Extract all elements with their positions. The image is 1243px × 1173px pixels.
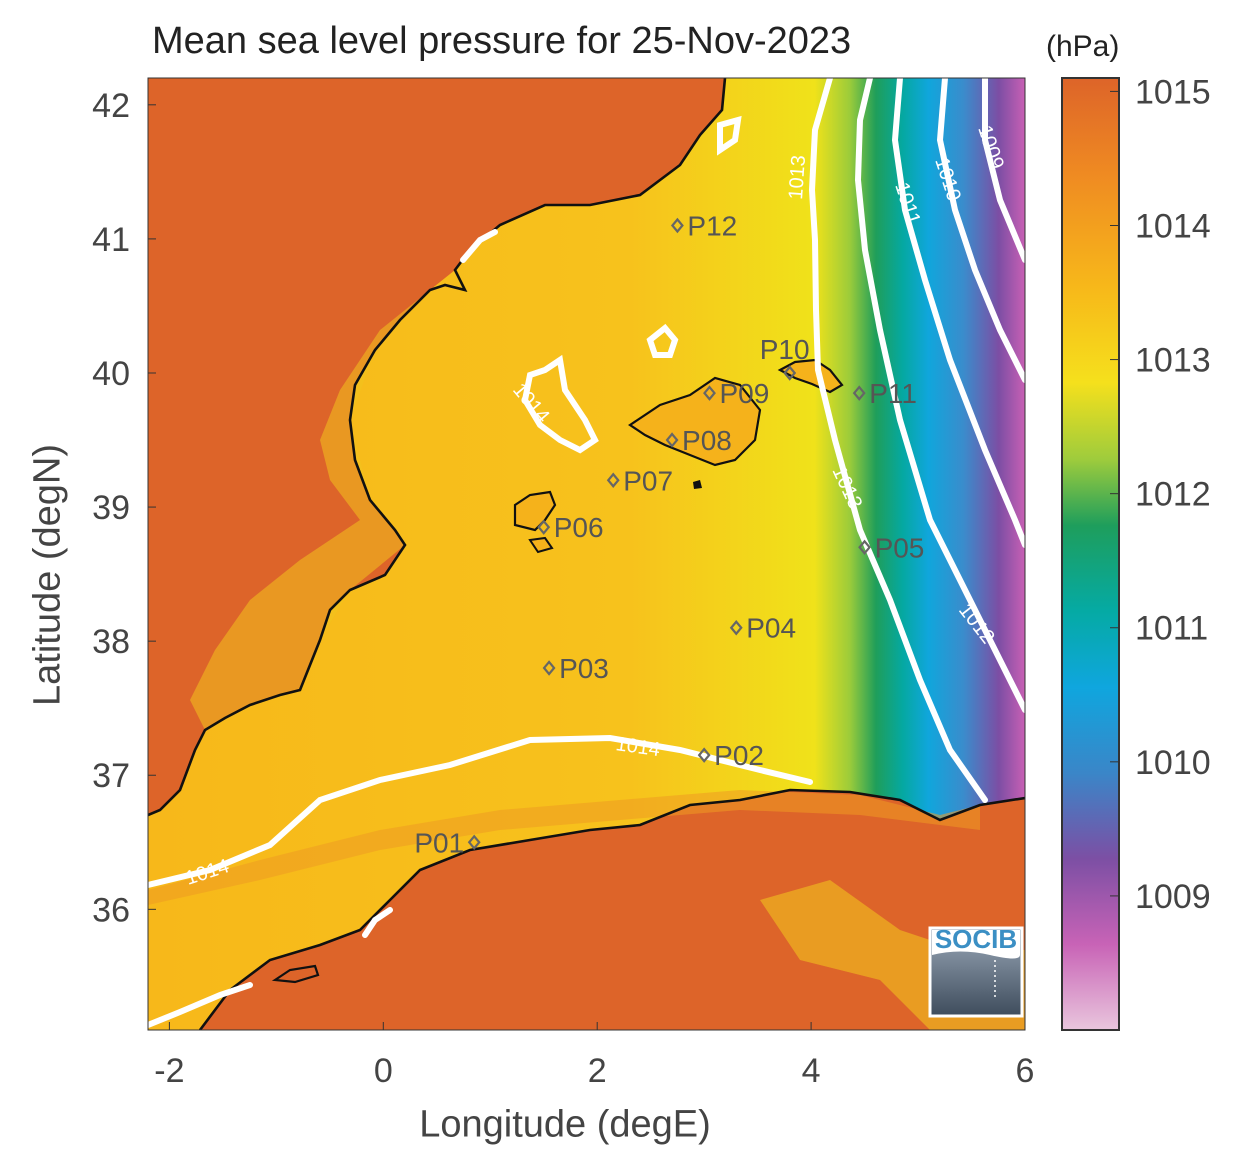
station-p06: P06 <box>537 512 604 543</box>
y-tick-label: 39 <box>92 489 130 527</box>
y-tick-label: 38 <box>92 623 130 661</box>
island-alboran <box>271 964 320 984</box>
station-label: P06 <box>554 512 604 543</box>
y-tick-label: 36 <box>92 891 130 929</box>
station-marker <box>703 385 716 401</box>
contour-1014-balearic <box>521 354 599 454</box>
station-marker <box>697 747 711 763</box>
y-tick-label: 37 <box>92 757 130 795</box>
station-marker <box>606 472 620 488</box>
colorbar-tick-label: 1011 <box>1135 610 1208 648</box>
contour-label: 1013 <box>785 154 810 200</box>
station-p09: P09 <box>703 378 769 409</box>
map-title: Mean sea level pressure for 25-Nov-2023 <box>152 20 852 62</box>
station-label: P03 <box>559 653 609 684</box>
station-p05: P05 <box>858 532 925 563</box>
contour-1009 <box>982 78 1025 263</box>
colorbar-tick-label: 1015 <box>1135 73 1211 111</box>
station-marker <box>729 620 743 636</box>
contour-1014-ne <box>460 229 498 263</box>
contour-1014-africa-mid <box>362 907 393 938</box>
x-tick-label: 2 <box>588 1052 607 1090</box>
station-p04: P04 <box>729 613 796 644</box>
coastline-iberia <box>148 78 727 817</box>
station-label: P11 <box>869 378 917 409</box>
y-tick-label: 40 <box>92 355 130 393</box>
station-label: P05 <box>875 532 925 563</box>
contour-1010 <box>936 78 1025 383</box>
y-tick-label: 41 <box>92 221 130 259</box>
station-label: P02 <box>714 740 764 771</box>
station-label: P07 <box>623 465 673 496</box>
socib-logo: SOCIB <box>928 924 1024 1018</box>
land-fringe <box>190 250 460 730</box>
x-tick-label: -2 <box>154 1052 184 1090</box>
station-label: P10 <box>760 334 810 365</box>
station-marker <box>783 365 797 381</box>
station-p07: P07 <box>606 465 673 496</box>
island-menorca <box>777 358 844 394</box>
colorbar-ticks: 1015 1014 1013 1012 1011 1010 1009 <box>1110 73 1211 916</box>
contour-1014-africa-w <box>148 982 253 1028</box>
x-axis-ticks: -2 0 2 4 6 <box>154 1022 1034 1090</box>
station-p11: P11 <box>852 378 917 409</box>
land-africa-haze <box>148 790 980 905</box>
station-p12: P12 <box>670 210 737 241</box>
station-marker <box>852 385 866 401</box>
colorbar-tick-label: 1012 <box>1135 476 1211 514</box>
station-points: P01 P02 P03 P04 P05 P06 P07 P08 P09 P10 P11 P12 <box>414 210 924 858</box>
x-tick-label: 4 <box>802 1052 821 1090</box>
y-axis-ticks: 42 41 40 39 38 37 36 <box>92 87 156 929</box>
contour-1013 <box>808 78 988 803</box>
station-marker <box>542 660 556 676</box>
station-marker <box>670 217 684 234</box>
x-tick-label: 0 <box>374 1052 393 1090</box>
contour-1012 <box>854 78 1025 713</box>
pressure-contours <box>148 78 1025 1028</box>
station-p01: P01 <box>414 827 481 858</box>
socib-logo-text: SOCIB <box>935 924 1017 954</box>
island-mallorca <box>628 376 762 467</box>
station-p08: P08 <box>665 425 732 456</box>
colorbar-ramp <box>1061 77 1120 1031</box>
x-axis-label: Longitude (degE) <box>419 1103 711 1146</box>
y-axis-label: Latitude (degN) <box>26 444 69 706</box>
island-cabrera <box>693 480 702 489</box>
station-label: P04 <box>746 613 796 644</box>
station-marker <box>665 432 679 448</box>
colorbar-tick-label: 1010 <box>1135 744 1211 782</box>
colorbar-tick-label: 1009 <box>1135 878 1211 916</box>
x-tick-label: 6 <box>1016 1052 1035 1090</box>
plot-frame <box>147 77 1026 1031</box>
station-label: P01 <box>414 827 464 858</box>
contour-1014-small <box>646 323 679 358</box>
colorbar: 1015 1014 1013 1012 1011 1010 1009 <box>1061 73 1211 1031</box>
map-plot-area: 1014 1014 1014 1013 1013 1012 1011 1010 … <box>148 78 1025 1030</box>
station-p03: P03 <box>542 653 609 684</box>
coastline-africa <box>198 788 1025 1030</box>
land-africa <box>148 790 1025 1030</box>
colorbar-tick-label: 1014 <box>1135 207 1211 245</box>
station-p02: P02 <box>697 740 764 771</box>
station-label: P12 <box>687 210 737 241</box>
station-marker <box>858 539 872 556</box>
island-ibiza <box>513 490 557 532</box>
colorbar-tick-label: 1013 <box>1135 342 1211 380</box>
contour-1011 <box>891 78 1025 548</box>
station-label: P08 <box>682 425 732 456</box>
station-p10: P10 <box>760 334 810 381</box>
station-marker <box>467 834 481 851</box>
contour-1014-north <box>717 115 742 156</box>
station-marker <box>537 519 551 535</box>
station-label: P09 <box>719 378 769 409</box>
colorbar-unit: (hPa) <box>1046 30 1120 63</box>
y-tick-label: 42 <box>92 87 130 125</box>
island-formentera <box>528 536 554 554</box>
